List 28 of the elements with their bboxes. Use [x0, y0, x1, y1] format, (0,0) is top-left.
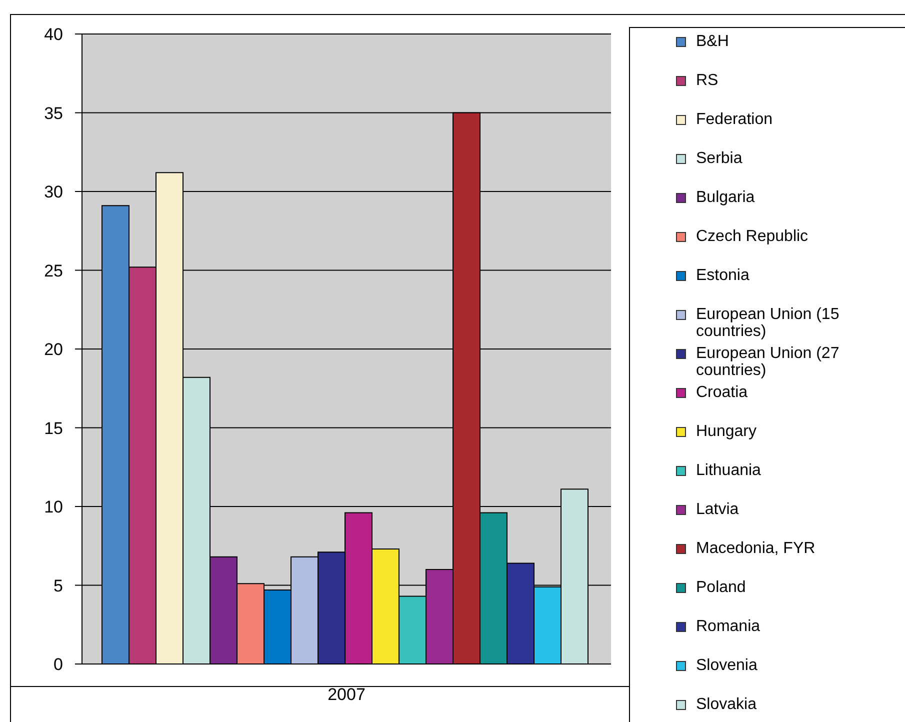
legend-label: RS — [696, 72, 720, 89]
y-tick-label: 25 — [44, 261, 63, 280]
legend-label: Czech Republic — [696, 228, 810, 245]
legend-label: Bulgaria — [696, 189, 756, 206]
legend-label: Poland — [696, 579, 747, 596]
legend-label: Serbia — [696, 150, 744, 167]
y-tick-label: 0 — [54, 655, 63, 674]
legend-label: Federation — [696, 111, 774, 128]
legend-label: Slovakia — [696, 696, 758, 713]
y-tick-label: 40 — [44, 25, 63, 44]
legend-label: Slovenia — [696, 657, 758, 674]
legend-label: Croatia — [696, 384, 749, 401]
legend-label: European Union (15 countries) — [696, 306, 840, 340]
legend-label: Romania — [696, 618, 762, 635]
legend-label: European Union (27 countries) — [696, 345, 840, 379]
legend-label: Latvia — [696, 501, 740, 518]
y-tick-label: 10 — [44, 498, 63, 517]
legend-label: Lithuania — [696, 462, 762, 479]
y-tick-label: 15 — [44, 418, 63, 438]
y-tick-label: 5 — [54, 576, 63, 596]
legend-label: Macedonia, FYR — [696, 540, 816, 557]
legend-label: B&H — [696, 33, 730, 50]
legend-label: Estonia — [696, 267, 750, 284]
y-tick-label: 30 — [44, 182, 63, 202]
y-tick-label: 35 — [44, 104, 63, 123]
legend-label: Hungary — [696, 423, 758, 440]
y-tick-label: 20 — [44, 340, 63, 360]
x-tick-label: 2007 — [328, 685, 366, 704]
